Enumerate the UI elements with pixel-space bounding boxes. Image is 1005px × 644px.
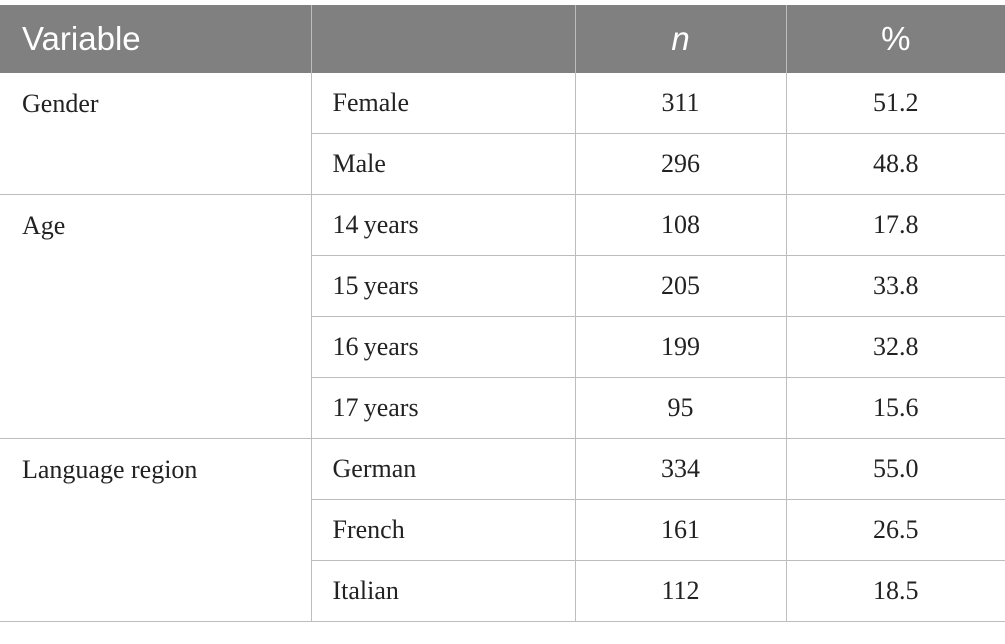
count-cell: 311 (575, 73, 787, 134)
percent-cell: 15.6 (786, 377, 1005, 439)
header-row: Variable n % (0, 5, 1005, 73)
table-row: Male 296 48.8 (0, 133, 1005, 195)
category-label: Italian (311, 560, 576, 622)
category-label: 16 years (311, 316, 576, 378)
count-cell: 334 (575, 438, 787, 500)
header-variable: Variable (0, 5, 312, 73)
demographics-table: Variable n % Gender Female 311 51.2 Male… (0, 5, 1005, 622)
count-cell: 205 (575, 255, 787, 317)
count-cell: 296 (575, 133, 787, 195)
category-label: 17 years (311, 377, 576, 439)
percent-cell: 55.0 (786, 438, 1005, 500)
header-percent: % (786, 5, 1005, 73)
category-label: German (311, 438, 576, 500)
table-row: Gender Female 311 51.2 (0, 73, 1005, 195)
group-cell-gender: Gender (0, 73, 312, 195)
table-row: 17 years 95 15.6 (0, 377, 1005, 439)
category-label: 14 years (311, 194, 576, 256)
table-header: Variable n % (0, 5, 1005, 73)
table-row: Age 14 years 108 17.8 (0, 194, 1005, 439)
category-label: Female (311, 73, 576, 134)
percent-cell: 48.8 (786, 133, 1005, 195)
percent-cell: 18.5 (786, 560, 1005, 622)
group-cell-age: Age (0, 194, 312, 439)
count-cell: 161 (575, 499, 787, 561)
category-label: 15 years (311, 255, 576, 317)
table-row: 15 years 205 33.8 (0, 255, 1005, 317)
count-cell: 108 (575, 194, 787, 256)
count-cell: 95 (575, 377, 787, 439)
table-row: 16 years 199 32.8 (0, 316, 1005, 378)
header-category (311, 5, 576, 73)
percent-cell: 26.5 (786, 499, 1005, 561)
table-row: French 161 26.5 (0, 499, 1005, 561)
count-cell: 112 (575, 560, 787, 622)
category-label: French (311, 499, 576, 561)
percent-cell: 32.8 (786, 316, 1005, 378)
category-label: Male (311, 133, 576, 195)
table-row: Italian 112 18.5 (0, 560, 1005, 622)
percent-cell: 33.8 (786, 255, 1005, 317)
count-cell: 199 (575, 316, 787, 378)
percent-cell: 17.8 (786, 194, 1005, 256)
group-cell-language-region: Language region (0, 438, 312, 622)
header-n: n (575, 5, 787, 73)
percent-cell: 51.2 (786, 73, 1005, 134)
table-body: Gender Female 311 51.2 Male 296 48.8 Age… (0, 73, 1005, 622)
table-row: Language region German 334 55.0 (0, 438, 1005, 622)
